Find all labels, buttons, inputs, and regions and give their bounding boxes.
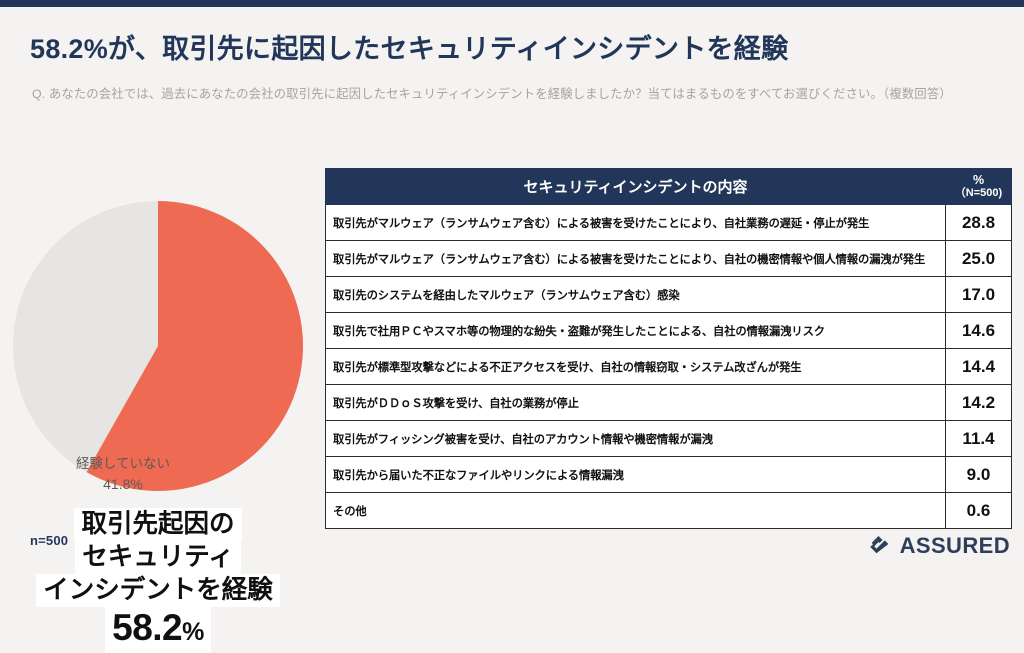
table-cell-percent: 11.4 [945, 420, 1012, 457]
pie-callout-line-3: インシデントを経験 [8, 574, 308, 607]
table-cell-incident: 取引先のシステムを経由したマルウェア（ランサムウェア含む）感染 [325, 276, 946, 313]
pie-callout-value: 58.2% [8, 607, 308, 653]
pie-legend-unexperienced-label: 経験していない [75, 456, 171, 471]
table-cell-percent: 14.6 [945, 312, 1012, 349]
brand-name: ASSURED [899, 533, 1010, 558]
incident-table-head: セキュリティインシデントの内容 % （N=500) [325, 168, 1012, 205]
brand-logo: ASSURED [869, 533, 1010, 559]
table-row: 取引先がマルウェア（ランサムウェア含む）による被害を受けたことにより、自社業務の… [325, 204, 1012, 241]
assured-check-icon [869, 536, 889, 554]
table-row: 取引先のシステムを経由したマルウェア（ランサムウェア含む）感染 17.0 [325, 276, 1012, 313]
table-row: 取引先が標準型攻撃などによる不正アクセスを受け、自社の情報窃取・システム改ざんが… [325, 348, 1012, 385]
table-row: 取引先から届いた不正なファイルやリンクによる情報漏洩 9.0 [325, 456, 1012, 493]
table-row: 取引先がフィッシング被害を受け、自社のアカウント情報や機密情報が漏洩 11.4 [325, 420, 1012, 457]
column-header-sample-n: （N=500) [954, 186, 1003, 199]
table-cell-incident: その他 [325, 492, 946, 529]
sample-size-label: n=500 [30, 533, 69, 548]
table-cell-percent: 9.0 [945, 456, 1012, 493]
table-cell-incident: 取引先がマルウェア（ランサムウェア含む）による被害を受けたことにより、自社の機密… [325, 240, 946, 277]
table-cell-incident: 取引先がマルウェア（ランサムウェア含む）による被害を受けたことにより、自社業務の… [325, 204, 946, 241]
table-row: 取引先がマルウェア（ランサムウェア含む）による被害を受けたことにより、自社の機密… [325, 240, 1012, 277]
table-cell-incident: 取引先から届いた不正なファイルやリンクによる情報漏洩 [325, 456, 946, 493]
pie-callout-line-1: 取引先起因の [8, 508, 308, 541]
pie-callout-value-number: 58.2 [112, 607, 183, 648]
column-header-percent-symbol: % [972, 172, 985, 187]
pie-legend-unexperienced-value: 41.8% [103, 476, 143, 492]
table-cell-incident: 取引先がＤＤｏＳ攻撃を受け、自社の業務が停止 [325, 384, 946, 421]
table-cell-percent: 28.8 [945, 204, 1012, 241]
table-row: 取引先で社用ＰＣやスマホ等の物理的な紛失・盗難が発生したことによる、自社の情報漏… [325, 312, 1012, 349]
table-cell-incident: 取引先が標準型攻撃などによる不正アクセスを受け、自社の情報窃取・システム改ざんが… [325, 348, 946, 385]
table-cell-percent: 17.0 [945, 276, 1012, 313]
table-cell-percent: 14.4 [945, 348, 1012, 385]
table-header-row: セキュリティインシデントの内容 % （N=500) [325, 168, 1012, 205]
page-title: 58.2%が、取引先に起因したセキュリティインシデントを経験 [30, 34, 789, 64]
incident-table-body: 取引先がマルウェア（ランサムウェア含む）による被害を受けたことにより、自社業務の… [325, 204, 1012, 529]
pie-callout-line-2: セキュリティ [8, 541, 308, 574]
incident-table: セキュリティインシデントの内容 % （N=500) 取引先がマルウェア（ランサム… [325, 168, 1012, 529]
table-cell-incident: 取引先で社用ＰＣやスマホ等の物理的な紛失・盗難が発生したことによる、自社の情報漏… [325, 312, 946, 349]
column-header-incident: セキュリティインシデントの内容 [325, 168, 946, 205]
pie-center-callout: 取引先起因の セキュリティ インシデントを経験 58.2% [8, 508, 308, 653]
pie-legend-unexperienced: 経験していない 41.8% [30, 454, 216, 494]
table-row: 取引先がＤＤｏＳ攻撃を受け、自社の業務が停止 14.2 [325, 384, 1012, 421]
pie-chart: 経験していない 41.8% 取引先起因の セキュリティ インシデントを経験 58… [8, 196, 308, 653]
table-cell-percent: 14.2 [945, 384, 1012, 421]
table-cell-percent: 25.0 [945, 240, 1012, 277]
top-accent-bar [0, 0, 1024, 7]
pie-slice-experienced [86, 201, 304, 491]
pie-chart-svg [13, 201, 304, 491]
question-text: Q. あなたの会社では、過去にあなたの会社の取引先に起因したセキュリティインシデ… [32, 87, 952, 101]
pie-callout-value-unit: % [182, 618, 204, 646]
column-header-percent: % （N=500) [945, 168, 1012, 205]
table-row: その他 0.6 [325, 492, 1012, 529]
table-cell-incident: 取引先がフィッシング被害を受け、自社のアカウント情報や機密情報が漏洩 [325, 420, 946, 457]
table-cell-percent: 0.6 [945, 492, 1012, 529]
